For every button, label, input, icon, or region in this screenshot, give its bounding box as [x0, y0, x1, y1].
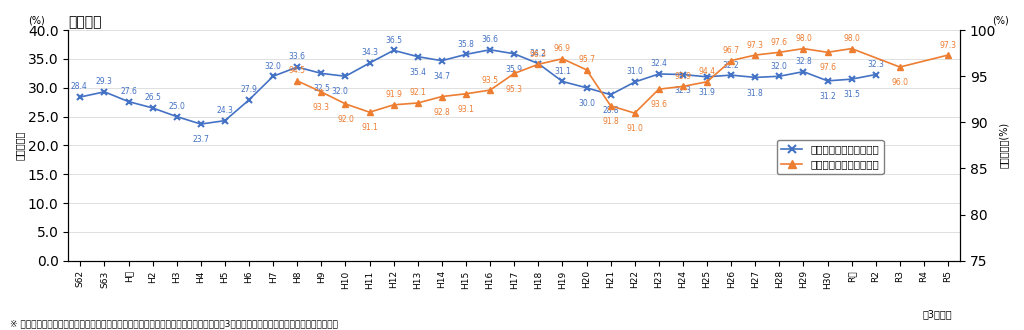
Text: 32.0: 32.0: [771, 62, 787, 71]
Text: 27.6: 27.6: [120, 87, 137, 96]
Text: 91.8: 91.8: [602, 117, 618, 126]
Text: 35.9: 35.9: [506, 65, 522, 74]
Text: 97.6: 97.6: [771, 38, 787, 47]
Text: (%): (%): [28, 16, 45, 25]
Text: 92.0: 92.0: [337, 115, 354, 124]
Text: (%): (%): [992, 16, 1010, 25]
Text: 30.0: 30.0: [578, 99, 595, 108]
Text: 34.3: 34.3: [361, 49, 378, 57]
Y-axis label: （就職率）(%): （就職率）(%): [999, 122, 1009, 168]
Text: 93.9: 93.9: [675, 72, 691, 81]
Text: 32.0: 32.0: [264, 62, 282, 71]
Text: 31.9: 31.9: [698, 88, 716, 97]
Text: 31.2: 31.2: [819, 92, 836, 101]
Text: 35.8: 35.8: [458, 40, 474, 49]
Text: 96.3: 96.3: [529, 50, 547, 59]
Text: ※ 各年の離職率の数値は、当該年の新規学校卒業者と推定される就職者のうち、就職後3年以内に離職した者の割合を示しています。: ※ 各年の離職率の数値は、当該年の新規学校卒業者と推定される就職者のうち、就職後…: [10, 320, 338, 329]
Text: 95.7: 95.7: [578, 55, 595, 64]
Text: 92.1: 92.1: [410, 88, 426, 97]
Text: 32.3: 32.3: [675, 86, 691, 95]
Text: 32.5: 32.5: [313, 84, 330, 93]
Text: 32.2: 32.2: [723, 60, 739, 70]
Text: 94.5: 94.5: [289, 66, 306, 75]
Text: 97.3: 97.3: [940, 41, 956, 49]
Text: 91.1: 91.1: [361, 123, 378, 132]
Text: 34.7: 34.7: [433, 72, 451, 81]
Text: 97.3: 97.3: [746, 41, 764, 49]
Text: 96.7: 96.7: [723, 46, 739, 55]
Text: 98.0: 98.0: [795, 34, 812, 43]
Text: 93.1: 93.1: [458, 105, 474, 114]
Text: 32.4: 32.4: [650, 59, 668, 68]
Text: 28.8: 28.8: [602, 106, 618, 115]
Text: 32.8: 32.8: [795, 57, 812, 66]
Text: 31.5: 31.5: [843, 90, 860, 99]
Text: 29.3: 29.3: [96, 77, 113, 86]
Text: 31.1: 31.1: [554, 67, 570, 76]
Text: 23.7: 23.7: [193, 135, 209, 144]
Text: 36.6: 36.6: [481, 35, 499, 44]
Text: 93.3: 93.3: [313, 103, 330, 112]
Y-axis label: （離職率）: （離職率）: [15, 131, 25, 160]
Text: 93.6: 93.6: [650, 100, 668, 109]
Text: 96.9: 96.9: [554, 44, 571, 53]
Text: 91.0: 91.0: [627, 124, 643, 133]
Text: 96.0: 96.0: [891, 78, 908, 87]
Text: 32.3: 32.3: [867, 60, 884, 69]
Text: 【大学】: 【大学】: [69, 15, 101, 29]
Text: 98.0: 98.0: [843, 34, 860, 43]
Text: 93.5: 93.5: [481, 76, 499, 84]
Text: 95.3: 95.3: [506, 84, 522, 94]
Text: 26.5: 26.5: [144, 93, 161, 102]
Text: 27.9: 27.9: [241, 85, 257, 94]
Text: 94.4: 94.4: [698, 67, 716, 76]
Text: 97.6: 97.6: [819, 63, 836, 72]
Text: 24.3: 24.3: [216, 106, 233, 115]
Text: 35.4: 35.4: [410, 68, 426, 77]
Text: 91.9: 91.9: [385, 90, 402, 99]
Text: 92.8: 92.8: [433, 108, 451, 116]
Text: 36.5: 36.5: [385, 36, 402, 45]
Text: 31.0: 31.0: [627, 67, 643, 77]
Text: 31.8: 31.8: [746, 88, 764, 98]
Text: 34.2: 34.2: [529, 49, 547, 58]
Legend: 離職率（大卒）（左軸）, 就職率（大卒）（右軸）: 離職率（大卒）（左軸）, 就職率（大卒）（右軸）: [777, 140, 884, 174]
Text: 33.6: 33.6: [289, 52, 306, 61]
Text: 32.0: 32.0: [332, 87, 348, 96]
Text: （3月卒）: （3月卒）: [923, 309, 952, 319]
Text: 25.0: 25.0: [168, 102, 185, 111]
Text: 28.4: 28.4: [71, 82, 87, 91]
